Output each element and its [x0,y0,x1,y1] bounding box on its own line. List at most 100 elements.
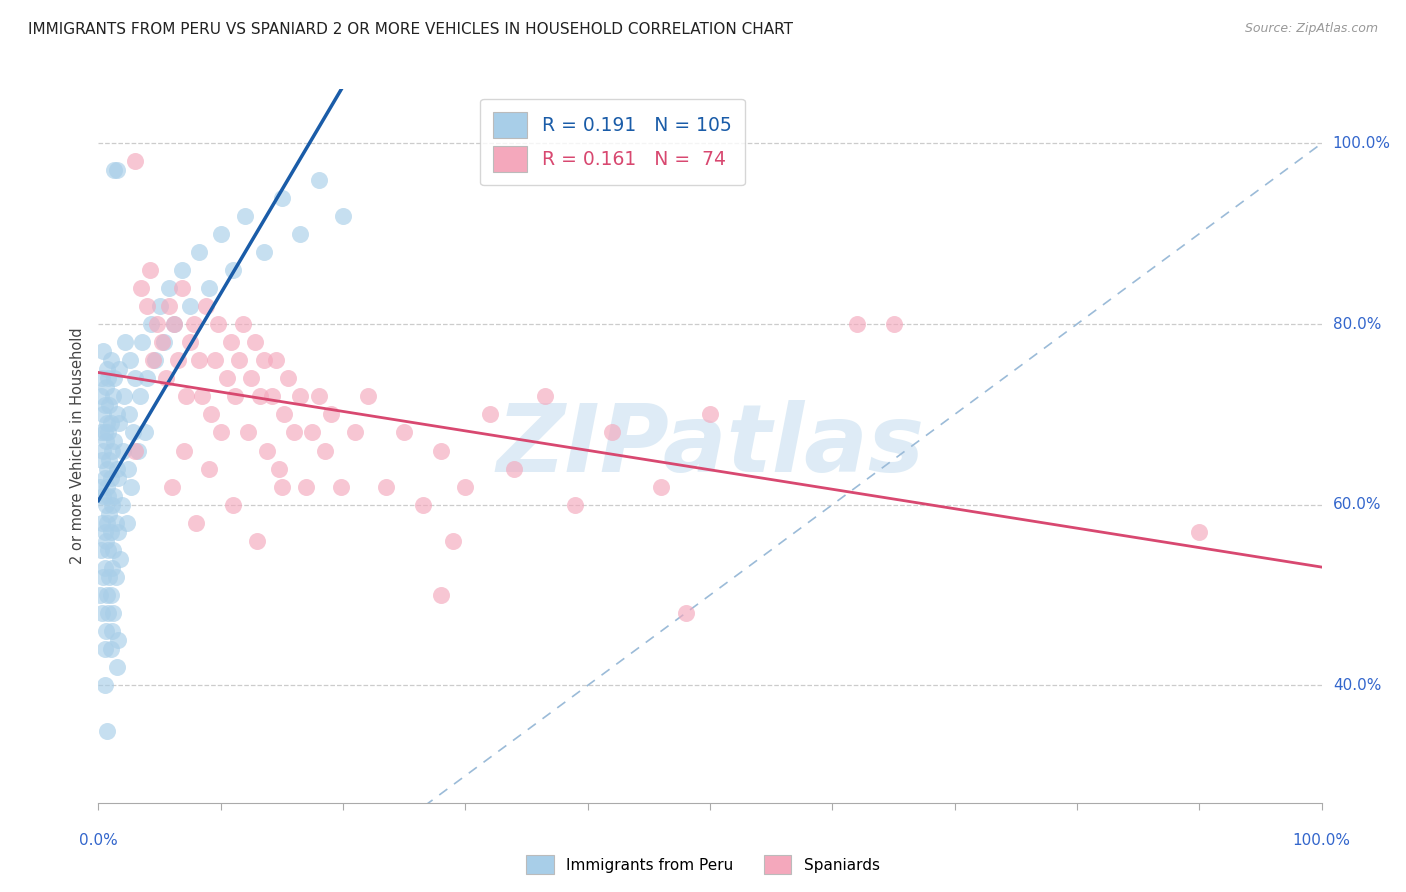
Point [98,398,121,412]
Point [107,470,129,484]
Point [197,461,219,475]
Point [163,317,186,331]
Point [91,570,114,584]
Point [90,542,112,557]
Point [246,533,269,548]
Point [232,317,254,331]
Point [160,480,183,494]
Point [107,524,129,539]
Point [100,417,122,431]
Point [252,353,274,368]
Point [124,371,146,385]
Point [277,371,299,385]
Point [187,353,209,368]
Point [290,227,312,241]
Point [118,408,141,422]
Point [103,434,125,449]
Point [270,191,294,205]
Point [93,470,115,484]
Point [103,489,125,503]
Point [163,317,186,331]
Point [97,371,120,385]
Point [98,570,121,584]
Point [98,507,121,521]
Point [650,480,672,494]
Point [120,480,142,494]
Point [112,389,135,403]
Point [157,281,180,295]
Point [97,489,120,503]
Point [1188,524,1211,539]
Point [93,398,115,412]
Point [150,335,173,350]
Point [179,299,201,313]
Text: IMMIGRANTS FROM PERU VS SPANIARD 2 OR MORE VEHICLES IN HOUSEHOLD CORRELATION CHA: IMMIGRANTS FROM PERU VS SPANIARD 2 OR MO… [28,22,793,37]
Point [699,408,721,422]
Point [101,624,124,639]
Point [100,353,122,368]
Point [503,461,526,475]
Point [454,480,477,494]
Point [240,371,263,385]
Point [233,209,256,223]
Point [94,533,117,548]
Point [91,516,114,530]
Point [329,480,352,494]
Point [96,723,118,738]
Point [139,263,162,277]
Point [134,425,156,440]
Legend: Immigrants from Peru, Spaniards: Immigrants from Peru, Spaniards [520,849,886,880]
Point [478,408,501,422]
Point [93,678,115,692]
Point [97,542,120,557]
Point [100,588,122,602]
Point [108,362,131,376]
Point [412,498,434,512]
Point [93,642,115,657]
Point [96,362,118,376]
Point [332,209,354,223]
Text: 40.0%: 40.0% [1333,678,1381,693]
Point [283,425,305,440]
Point [392,425,416,440]
Point [103,371,125,385]
Point [94,624,117,639]
Point [176,389,198,403]
Point [124,154,146,169]
Point [104,570,127,584]
Point [93,425,115,440]
Point [139,317,162,331]
Point [290,389,312,403]
Point [124,443,146,458]
Legend: R = 0.191   N = 105, R = 0.161   N =  74: R = 0.191 N = 105, R = 0.161 N = 74 [479,99,745,186]
Point [117,461,139,475]
Point [269,461,291,475]
Point [143,353,166,368]
Point [96,461,118,475]
Point [262,389,284,403]
Point [129,389,152,403]
Point [93,524,115,539]
Point [845,317,868,331]
Point [430,588,453,602]
Text: 0.0%: 0.0% [79,833,118,848]
Text: 80.0%: 80.0% [1333,317,1381,332]
Point [295,480,318,494]
Point [228,353,250,368]
Point [120,353,142,368]
Point [121,425,143,440]
Point [108,417,131,431]
Point [101,606,124,620]
Point [90,425,112,440]
Point [115,516,138,530]
Point [191,389,214,403]
Point [105,660,128,674]
Point [187,244,209,259]
Point [155,371,177,385]
Point [110,552,132,566]
Point [207,317,229,331]
Point [136,371,159,385]
Point [534,389,557,403]
Point [197,281,219,295]
Point [236,425,259,440]
